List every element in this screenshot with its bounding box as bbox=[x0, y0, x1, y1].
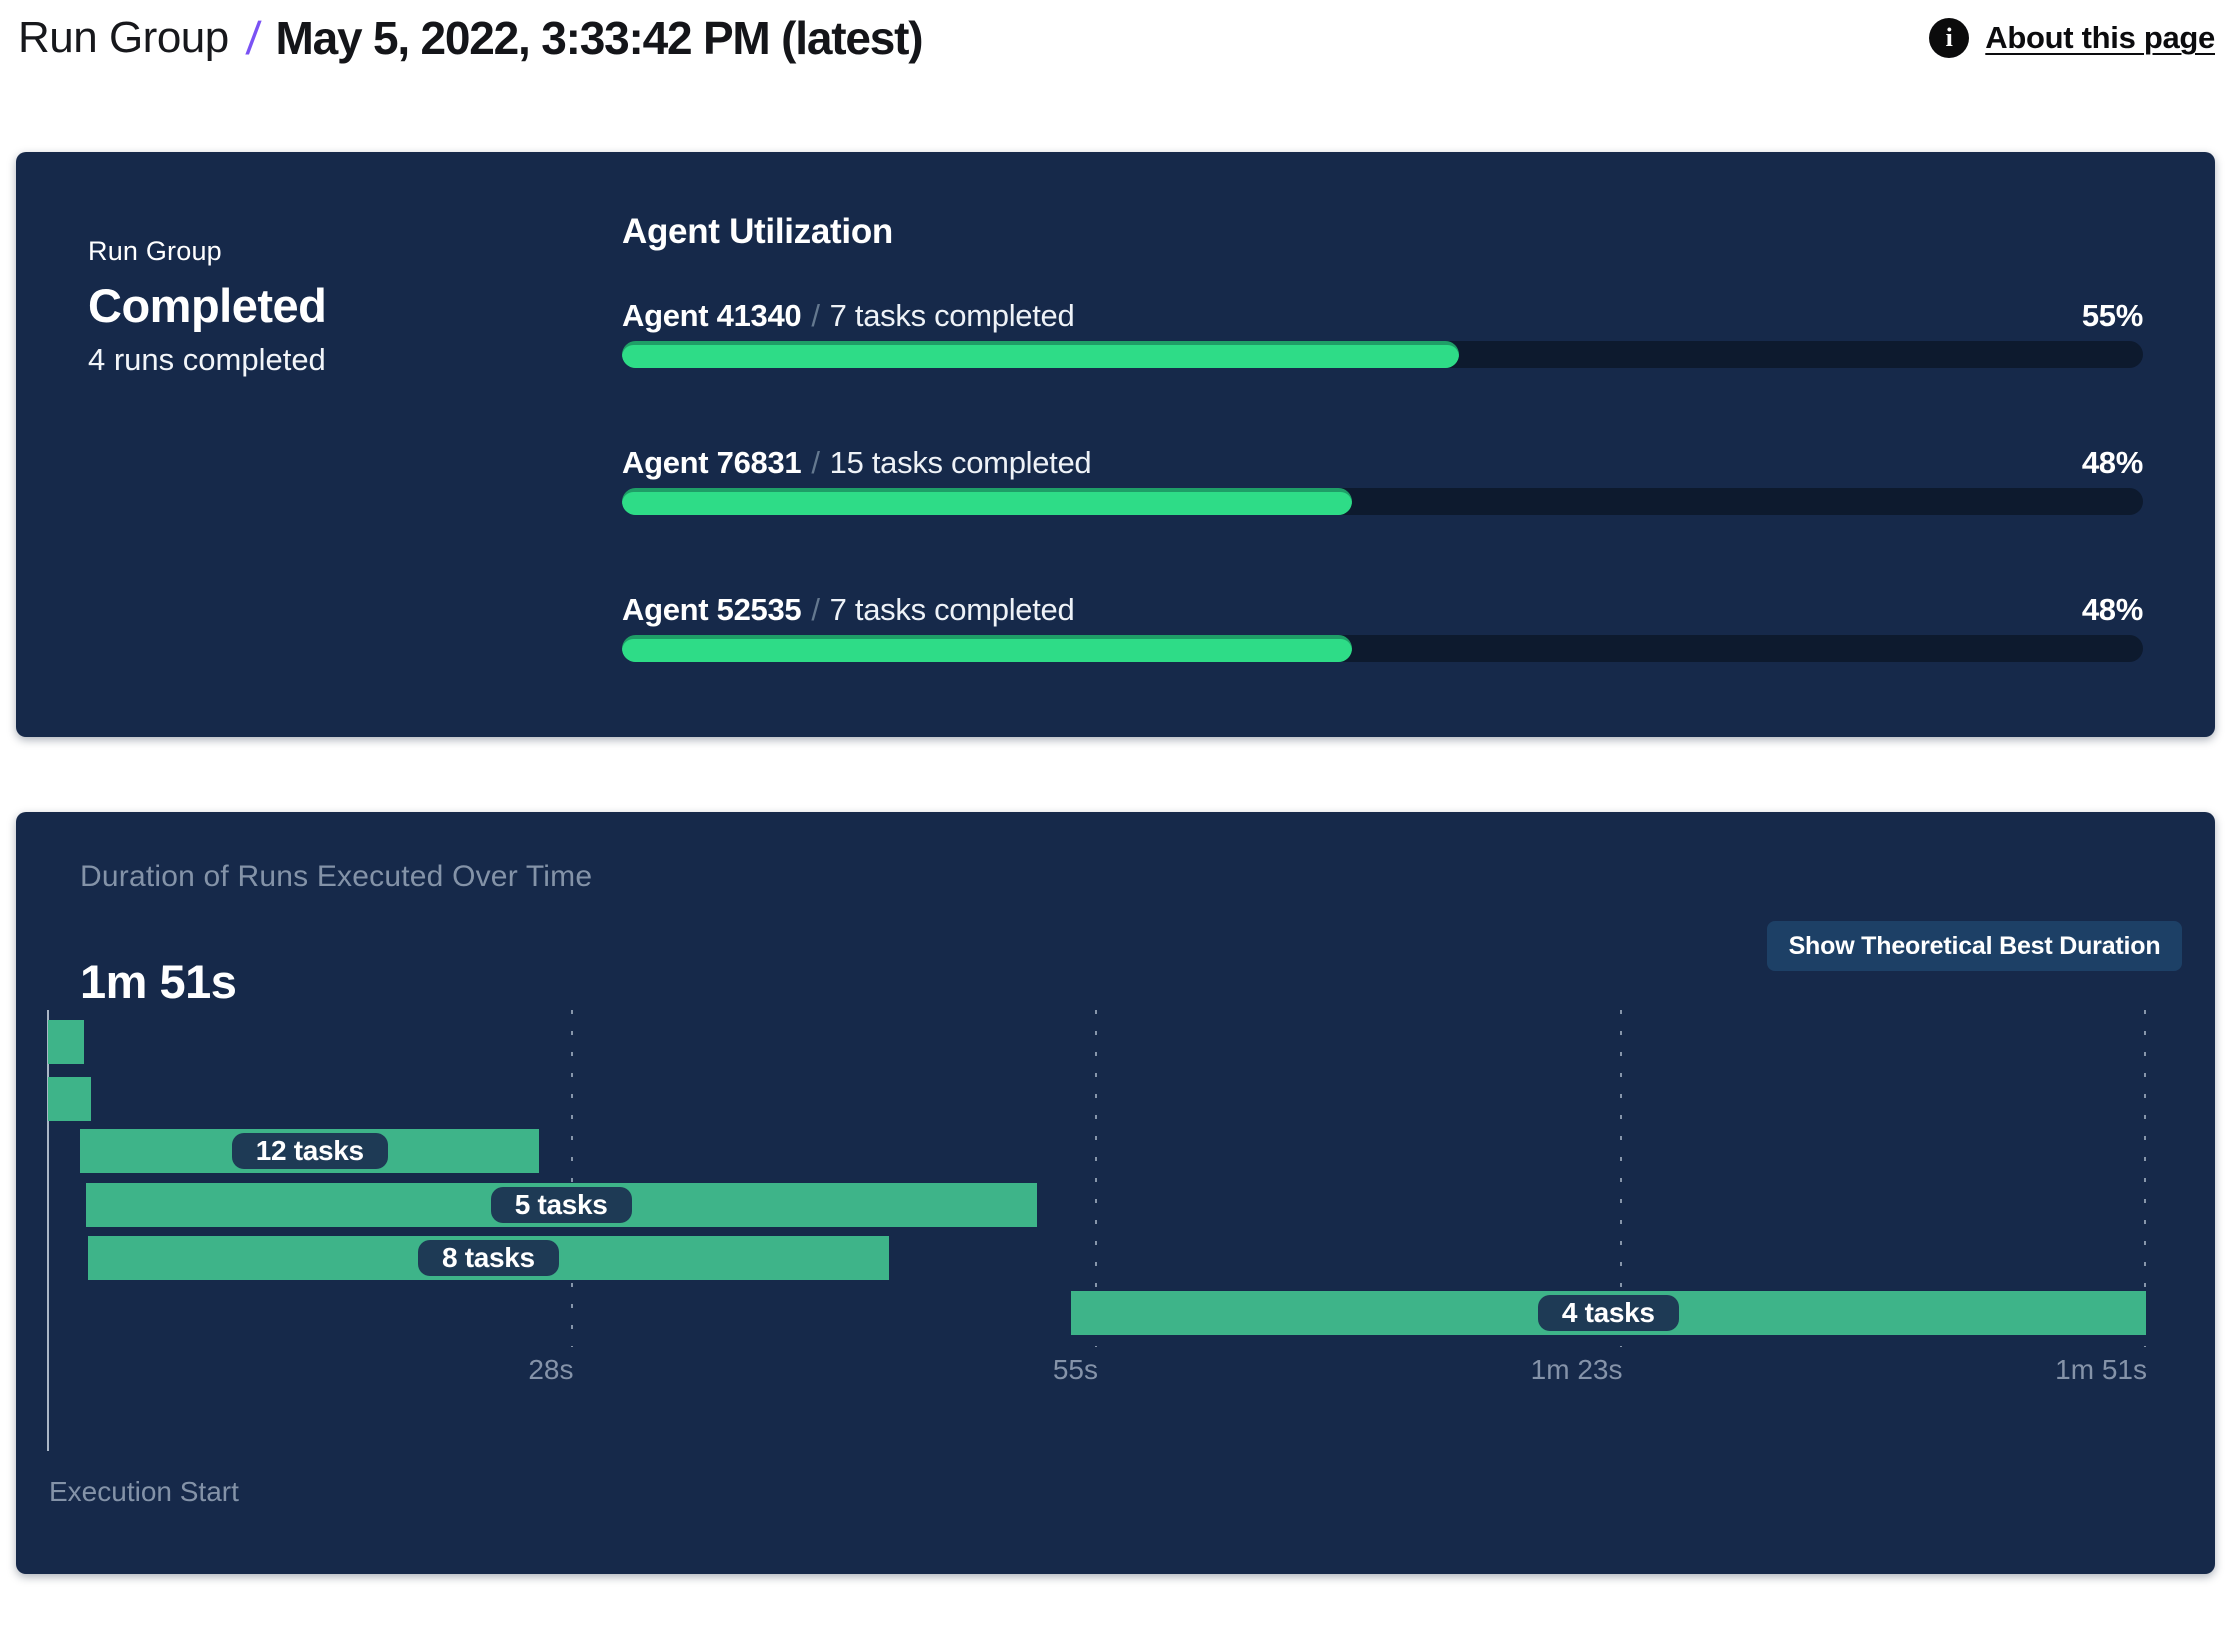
agent-utilization-title: Agent Utilization bbox=[622, 212, 893, 251]
agent-label: Agent 41340 / 7 tasks completed bbox=[622, 298, 1075, 334]
agent-utilization-row: Agent 76831 / 15 tasks completed 48% bbox=[622, 445, 2143, 555]
about-this-page-link[interactable]: i About this page bbox=[1929, 18, 2215, 58]
agent-name: Agent 41340 bbox=[622, 298, 802, 333]
runs-completed-text: 4 runs completed bbox=[88, 342, 326, 377]
utilization-progress-fill bbox=[622, 488, 1353, 515]
task-count-pill: 4 tasks bbox=[1537, 1295, 1679, 1331]
run-duration-bar[interactable]: 4 tasks bbox=[1070, 1291, 2146, 1335]
duration-gantt-chart: 28s 55s 1m 23s 1m 51s 12 tasks 5 tasks 8 tasks… bbox=[47, 1010, 2147, 1451]
breadcrumb: Run Group / May 5, 2022, 3:33:42 PM (lat… bbox=[18, 8, 924, 68]
x-tick-label: 1m 23s bbox=[1530, 1354, 1623, 1385]
agent-name: Agent 52535 bbox=[622, 592, 802, 627]
agent-label-separator: / bbox=[811, 445, 820, 480]
run-group-summary-card: Run Group Completed 4 runs completed Age… bbox=[16, 152, 2215, 737]
agent-name: Agent 76831 bbox=[622, 445, 802, 480]
run-group-label: Run Group bbox=[88, 236, 222, 266]
agent-label-separator: / bbox=[811, 592, 820, 627]
run-duration-bar[interactable]: 5 tasks bbox=[85, 1183, 1037, 1227]
x-tick-label: 55s bbox=[1052, 1354, 1098, 1385]
execution-start-label: Execution Start bbox=[49, 1476, 239, 1507]
run-group-status: Completed bbox=[88, 279, 327, 332]
utilization-progress-track bbox=[622, 488, 2143, 515]
utilization-progress-track bbox=[622, 635, 2143, 662]
breadcrumb-separator: / bbox=[244, 12, 263, 64]
task-count-pill: 5 tasks bbox=[490, 1187, 632, 1223]
agent-label: Agent 76831 / 15 tasks completed bbox=[622, 445, 1092, 481]
agent-tasks-completed: 7 tasks completed bbox=[829, 298, 1075, 333]
agent-utilization-row: Agent 52535 / 7 tasks completed 48% bbox=[622, 592, 2143, 702]
breadcrumb-run-group[interactable]: Run Group bbox=[18, 13, 229, 62]
duration-card: Duration of Runs Executed Over Time 1m 5… bbox=[16, 812, 2215, 1574]
run-duration-bar[interactable] bbox=[48, 1020, 84, 1064]
gridline-1m-23s bbox=[1619, 1010, 1622, 1347]
agent-utilization-percent: 48% bbox=[2081, 592, 2143, 627]
utilization-progress-fill bbox=[622, 341, 1459, 368]
agent-utilization-percent: 55% bbox=[2081, 298, 2143, 333]
agent-tasks-completed: 15 tasks completed bbox=[829, 445, 1092, 480]
gridline-1m-51s bbox=[2144, 1010, 2146, 1347]
total-duration-value: 1m 51s bbox=[80, 955, 237, 1008]
agent-label: Agent 52535 / 7 tasks completed bbox=[622, 592, 1075, 628]
agent-utilization-percent: 48% bbox=[2081, 445, 2143, 480]
show-theoretical-best-duration-button[interactable]: Show Theoretical Best Duration bbox=[1767, 921, 2182, 971]
run-duration-bar[interactable]: 12 tasks bbox=[80, 1129, 540, 1173]
task-count-pill: 8 tasks bbox=[417, 1240, 559, 1276]
run-duration-bar[interactable] bbox=[48, 1077, 92, 1121]
gridline-28s bbox=[570, 1010, 573, 1347]
about-this-page-label: About this page bbox=[1985, 20, 2215, 55]
utilization-progress-track bbox=[622, 341, 2143, 368]
run-duration-bar[interactable]: 8 tasks bbox=[87, 1236, 890, 1280]
agent-label-separator: / bbox=[811, 298, 820, 333]
agent-tasks-completed: 7 tasks completed bbox=[829, 592, 1075, 627]
info-icon: i bbox=[1929, 18, 1970, 58]
agent-utilization-row: Agent 41340 / 7 tasks completed 55% bbox=[622, 298, 2143, 408]
x-tick-label: 1m 51s bbox=[2055, 1354, 2147, 1385]
duration-chart-title: Duration of Runs Executed Over Time bbox=[80, 860, 593, 893]
x-tick-label: 28s bbox=[528, 1354, 574, 1385]
page-title: May 5, 2022, 3:33:42 PM (latest) bbox=[275, 12, 924, 64]
execution-start-axis-line bbox=[47, 1010, 49, 1451]
gridline-55s bbox=[1095, 1010, 1097, 1347]
task-count-pill: 12 tasks bbox=[231, 1133, 388, 1169]
utilization-progress-fill bbox=[622, 635, 1353, 662]
